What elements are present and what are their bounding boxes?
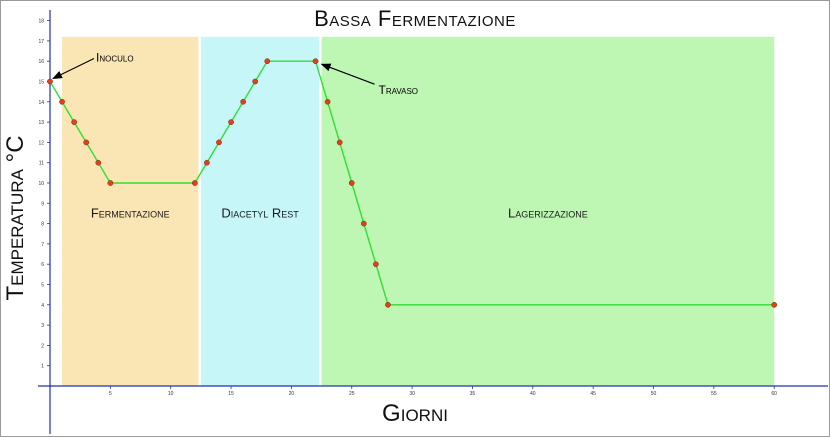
y-tick-label: 5 xyxy=(41,283,44,289)
data-point xyxy=(373,261,379,268)
x-tick-label: 55 xyxy=(711,391,717,397)
annotation-label: Travaso xyxy=(379,83,419,97)
x-tick-label: 45 xyxy=(590,391,596,397)
x-tick-label: 25 xyxy=(349,391,355,397)
x-tick-label: 35 xyxy=(470,391,476,397)
data-point xyxy=(264,58,271,65)
y-tick-label: 9 xyxy=(41,201,44,207)
region-0 xyxy=(62,36,199,387)
annotation-arrow xyxy=(320,63,375,85)
data-point xyxy=(385,301,391,308)
region-1 xyxy=(200,36,320,387)
data-point xyxy=(360,220,367,227)
region-label: Diacetyl Rest xyxy=(221,206,299,221)
y-tick-label: 18 xyxy=(38,19,44,25)
y-tick-label: 6 xyxy=(41,262,44,268)
region-label: Fermentazione xyxy=(91,206,170,221)
y-tick-label: 14 xyxy=(38,100,44,106)
x-tick-label: 10 xyxy=(168,391,174,397)
y-tick-label: 3 xyxy=(41,323,44,329)
data-point xyxy=(204,159,210,166)
y-tick-label: 13 xyxy=(38,120,44,126)
x-axis-label: Giorni xyxy=(382,400,448,427)
x-tick-label: 20 xyxy=(289,391,295,397)
y-tick-label: 15 xyxy=(38,80,44,86)
data-point xyxy=(312,58,319,65)
y-tick-label: 4 xyxy=(41,303,44,309)
data-point xyxy=(228,119,234,125)
data-point xyxy=(336,139,343,146)
y-tick-label: 16 xyxy=(38,59,44,65)
data-point xyxy=(59,98,65,105)
y-tick-label: 7 xyxy=(41,242,44,248)
x-tick-label: 30 xyxy=(409,391,415,397)
x-tick-label: 5 xyxy=(109,391,112,397)
data-point xyxy=(95,159,102,166)
data-point xyxy=(771,301,778,308)
y-tick-label: 8 xyxy=(41,222,44,228)
region-label: Lagerizzazione xyxy=(508,206,588,221)
data-point xyxy=(107,180,114,186)
y-tick-label: 17 xyxy=(38,39,44,45)
region-2 xyxy=(321,36,775,387)
y-tick-label: 1 xyxy=(41,364,44,370)
y-tick-label: 10 xyxy=(38,181,44,187)
y-axis-label: Temperatura °C xyxy=(2,135,29,301)
data-point xyxy=(47,78,53,85)
data-point xyxy=(191,180,198,186)
chart-title: Bassa Fermentazione xyxy=(314,6,516,31)
annotation-arrow xyxy=(52,58,95,79)
data-point xyxy=(216,139,222,146)
annotation-label: Inoculo xyxy=(96,51,134,65)
y-tick-label: 2 xyxy=(41,343,44,349)
x-tick-label: 15 xyxy=(228,391,234,397)
data-point xyxy=(348,180,355,186)
x-tick-label: 60 xyxy=(771,391,777,397)
x-tick-label: 40 xyxy=(530,391,536,397)
y-tick-label: 11 xyxy=(39,161,44,167)
data-point xyxy=(324,98,331,105)
data-point xyxy=(71,119,77,125)
y-tick-label: 12 xyxy=(38,140,44,146)
data-point xyxy=(83,139,90,146)
data-point xyxy=(240,98,246,105)
data-point xyxy=(252,78,259,85)
x-tick-label: 50 xyxy=(651,391,657,397)
